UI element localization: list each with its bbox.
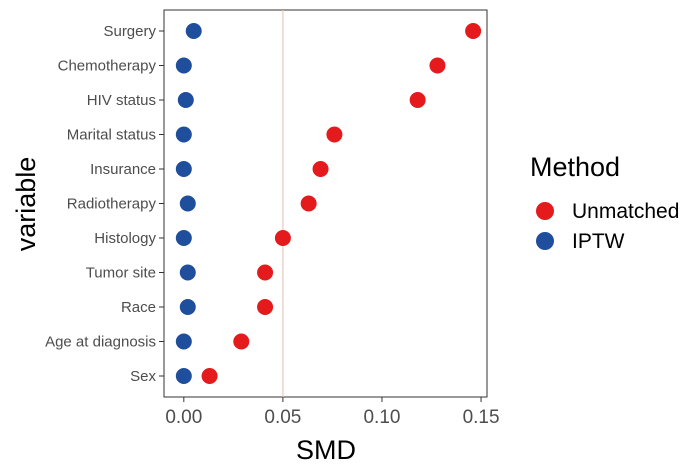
point-iptw-chemotherapy [175, 57, 192, 74]
y-tick-label-marital-status: Marital status [67, 127, 156, 144]
x-tick-label-0: 0.00 [165, 407, 202, 428]
point-iptw-sex [175, 368, 192, 384]
x-tick-label-2: 0.10 [363, 407, 400, 428]
x-axis: 0.00 0.05 0.10 0.15 [165, 397, 500, 428]
point-unmatched-radiotherapy [300, 195, 317, 212]
point-unmatched-age-at-diagnosis [233, 333, 250, 350]
y-tick-label-age-at-diagnosis: Age at diagnosis [45, 334, 156, 351]
point-unmatched-hiv-status [409, 92, 426, 108]
point-iptw-age-at-diagnosis [175, 333, 192, 350]
legend-key-iptw [536, 232, 554, 250]
legend: Method Unmatched IPTW [530, 152, 679, 253]
data-points [175, 23, 482, 384]
point-unmatched-marital-status [326, 126, 343, 143]
point-unmatched-tumor-site [257, 264, 274, 281]
legend-label-unmatched: Unmatched [572, 200, 679, 223]
y-axis: Surgery Chemotherapy HIV status Marital sta… [45, 23, 164, 385]
point-iptw-marital-status [175, 126, 192, 143]
x-tick-label-3: 0.15 [463, 407, 500, 428]
point-iptw-histology [175, 230, 192, 246]
point-unmatched-race [257, 299, 274, 315]
y-tick-label-tumor-site: Tumor site [86, 265, 156, 282]
y-tick-label-insurance: Insurance [90, 161, 156, 178]
point-iptw-insurance [175, 161, 192, 177]
y-tick-label-race: Race [121, 299, 156, 316]
point-unmatched-chemotherapy [429, 57, 446, 74]
x-axis-title: SMD [296, 435, 356, 465]
y-tick-label-chemotherapy: Chemotherapy [58, 58, 157, 75]
legend-title: Method [530, 152, 620, 182]
y-tick-label-sex: Sex [130, 368, 156, 385]
y-tick-label-radiotherapy: Radiotherapy [67, 196, 157, 213]
point-iptw-race [179, 299, 196, 315]
point-unmatched-histology [274, 230, 291, 246]
point-unmatched-sex [201, 368, 218, 384]
point-iptw-radiotherapy [179, 195, 196, 212]
y-tick-label-surgery: Surgery [103, 23, 156, 40]
point-unmatched-surgery [465, 23, 482, 39]
point-iptw-surgery [185, 23, 202, 39]
x-tick-label-1: 0.05 [264, 407, 301, 428]
point-iptw-tumor-site [179, 264, 196, 281]
legend-label-iptw: IPTW [572, 230, 625, 253]
y-tick-label-histology: Histology [94, 230, 156, 247]
plot-panel [163, 9, 488, 398]
legend-key-unmatched [536, 202, 554, 220]
y-tick-label-hiv-status: HIV status [87, 92, 156, 109]
y-axis-title: variable [11, 157, 41, 252]
point-iptw-hiv-status [177, 92, 194, 108]
point-unmatched-insurance [312, 161, 329, 177]
